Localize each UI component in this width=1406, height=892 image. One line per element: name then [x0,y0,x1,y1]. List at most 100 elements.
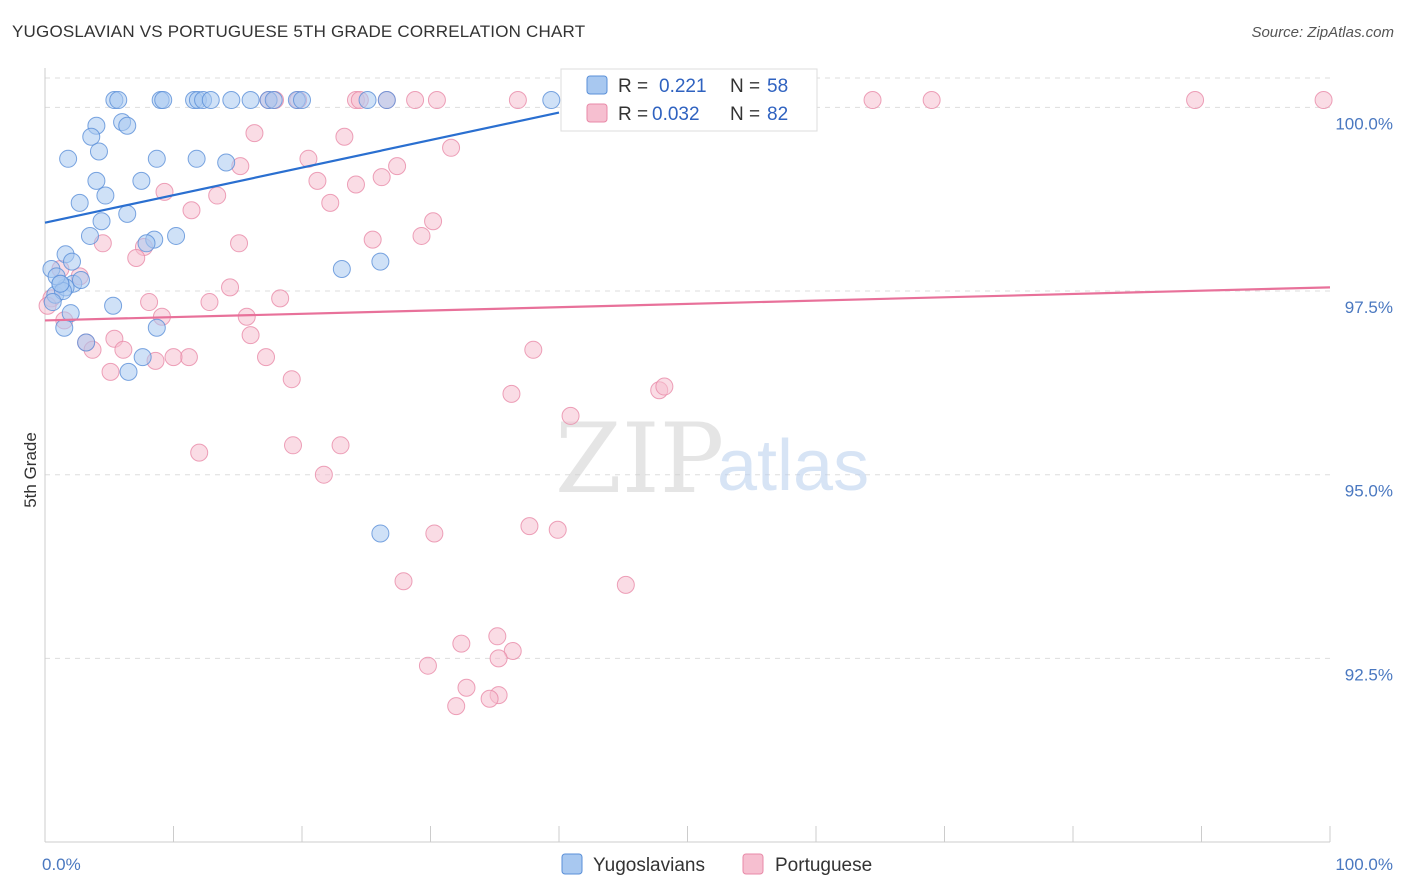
portuguese-point [561,406,580,425]
yugoslavian-point [264,91,283,110]
portuguese-point [271,289,290,308]
yugoslavian-point [371,524,390,543]
portuguese-point [257,348,276,367]
legend-n-value-2: 82 [767,104,788,125]
legend-n-value-1: 58 [767,76,788,97]
portuguese-point [406,91,425,110]
yugoslavian-point [201,91,220,110]
yugoslavian-point [118,204,137,223]
portuguese-point [372,168,391,187]
legend-r-value-1: 0.221 [659,76,707,97]
yugoslavian-point [96,186,115,205]
yugoslavian-point [118,116,137,135]
chart-title: YUGOSLAVIAN VS PORTUGUESE 5TH GRADE CORR… [12,22,586,41]
portuguese-point [331,436,350,455]
portuguese-point [388,157,407,176]
yugoslavian-point [77,333,96,352]
portuguese-point [1186,91,1205,110]
yugoslavian-point [137,234,156,253]
yugoslavian-point [51,274,70,293]
yugoslavian-point [89,142,108,161]
yugoslavian-point [147,149,166,168]
source-label: Source: ZipAtlas.com [1251,24,1394,41]
portuguese-point [321,193,340,212]
yugoslavian-point [217,153,236,172]
legend-swatch-yugoslavians [586,75,608,95]
yugoslavian-point [70,193,89,212]
yugoslavian-point [133,348,152,367]
portuguese-point [208,186,227,205]
trend-line-yugoslavians [44,111,560,224]
y-tick-label: 92.5% [1345,665,1393,684]
legend-box: R = 0.221 N = 58 R = 0.032 N = 82 [560,68,818,132]
yugoslavian-point [92,212,111,231]
trend-lines [44,111,1331,322]
yugoslavian-point [358,91,377,110]
portuguese-point [245,124,264,143]
portuguese-point [424,212,443,231]
portuguese-point [922,91,941,110]
portuguese-point [221,278,240,297]
portuguese-point [363,230,382,249]
portuguese-point [427,91,446,110]
portuguese-point [114,340,133,359]
yugoslavian-point [119,362,138,381]
watermark: ZIP atlas [555,403,869,515]
bottom-legend-yugoslavians: Yugoslavians [593,855,705,876]
bottom-legend-portuguese: Portuguese [775,855,872,876]
portuguese-point [182,201,201,220]
yugoslavian-point [542,91,561,110]
portuguese-point [237,307,256,326]
yugoslavian-point [293,91,311,110]
yugoslavian-point [82,127,101,146]
portuguese-point [489,649,508,668]
trend-line-portuguese [44,286,1331,322]
portuguese-point [418,656,437,675]
yugoslavian-point [109,91,128,110]
yugoslavian-point [104,296,123,315]
portuguese-point [502,384,521,403]
portuguese-point [488,627,507,646]
portuguese-point [308,171,327,190]
portuguese-point [101,362,120,381]
bottom-legend: Yugoslavians Portuguese [561,853,872,876]
portuguese-point [127,248,146,267]
watermark-atlas: atlas [717,426,869,506]
yugoslavian-point [87,171,106,190]
legend-r-label-2: R = [618,104,648,125]
yugoslavian-point [59,149,78,168]
yugoslavian-point [332,260,351,278]
y-axis-title: 5th Grade [21,432,40,508]
legend-swatch-portuguese [586,103,608,123]
bottom-legend-swatch-yugoslavians [561,853,583,875]
portuguese-point [457,678,476,697]
portuguese-point [520,517,539,536]
bottom-legend-swatch-portuguese [742,853,764,875]
portuguese-point [140,293,159,312]
x-tick-labels: 0.0% 100.0% [42,855,1393,874]
portuguese-point [447,697,466,716]
y-tick-label: 97.5% [1345,298,1393,317]
portuguese-point [655,377,674,396]
portuguese-point [241,326,260,345]
yugoslavian-point [71,271,90,290]
portuguese-point [503,642,522,660]
legend-r-value-2: 0.032 [652,104,700,125]
portuguese-point [394,572,413,591]
yugoslavian-point [62,252,81,271]
portuguese-point [442,138,461,157]
yugoslavian-point [132,171,151,190]
y-tick-label: 100.0% [1335,114,1393,133]
legend-r-label-1: R = [618,76,648,97]
legend-n-label-2: N = [730,104,760,125]
x-tick-label: 100.0% [1335,855,1393,874]
portuguese-point [452,634,471,653]
legend-n-label-1: N = [730,76,760,97]
yugoslavian-point [222,91,241,110]
yugoslavian-point [55,318,74,337]
watermark-zip: ZIP [555,403,724,515]
portuguese-point [548,520,567,539]
yugoslavian-point [377,91,396,110]
yugoslavian-point [147,318,166,337]
portuguese-point [480,689,499,708]
